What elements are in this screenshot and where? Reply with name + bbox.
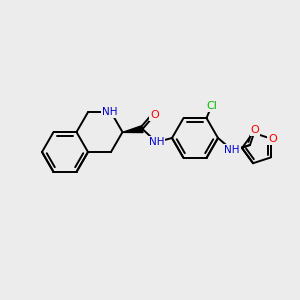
Text: Cl: Cl <box>206 101 217 111</box>
Text: NH: NH <box>149 137 164 147</box>
Text: O: O <box>250 125 260 135</box>
Text: NH: NH <box>224 145 240 155</box>
Text: O: O <box>150 110 159 120</box>
Polygon shape <box>122 126 143 133</box>
Text: O: O <box>268 134 277 144</box>
Text: NH: NH <box>102 107 118 117</box>
